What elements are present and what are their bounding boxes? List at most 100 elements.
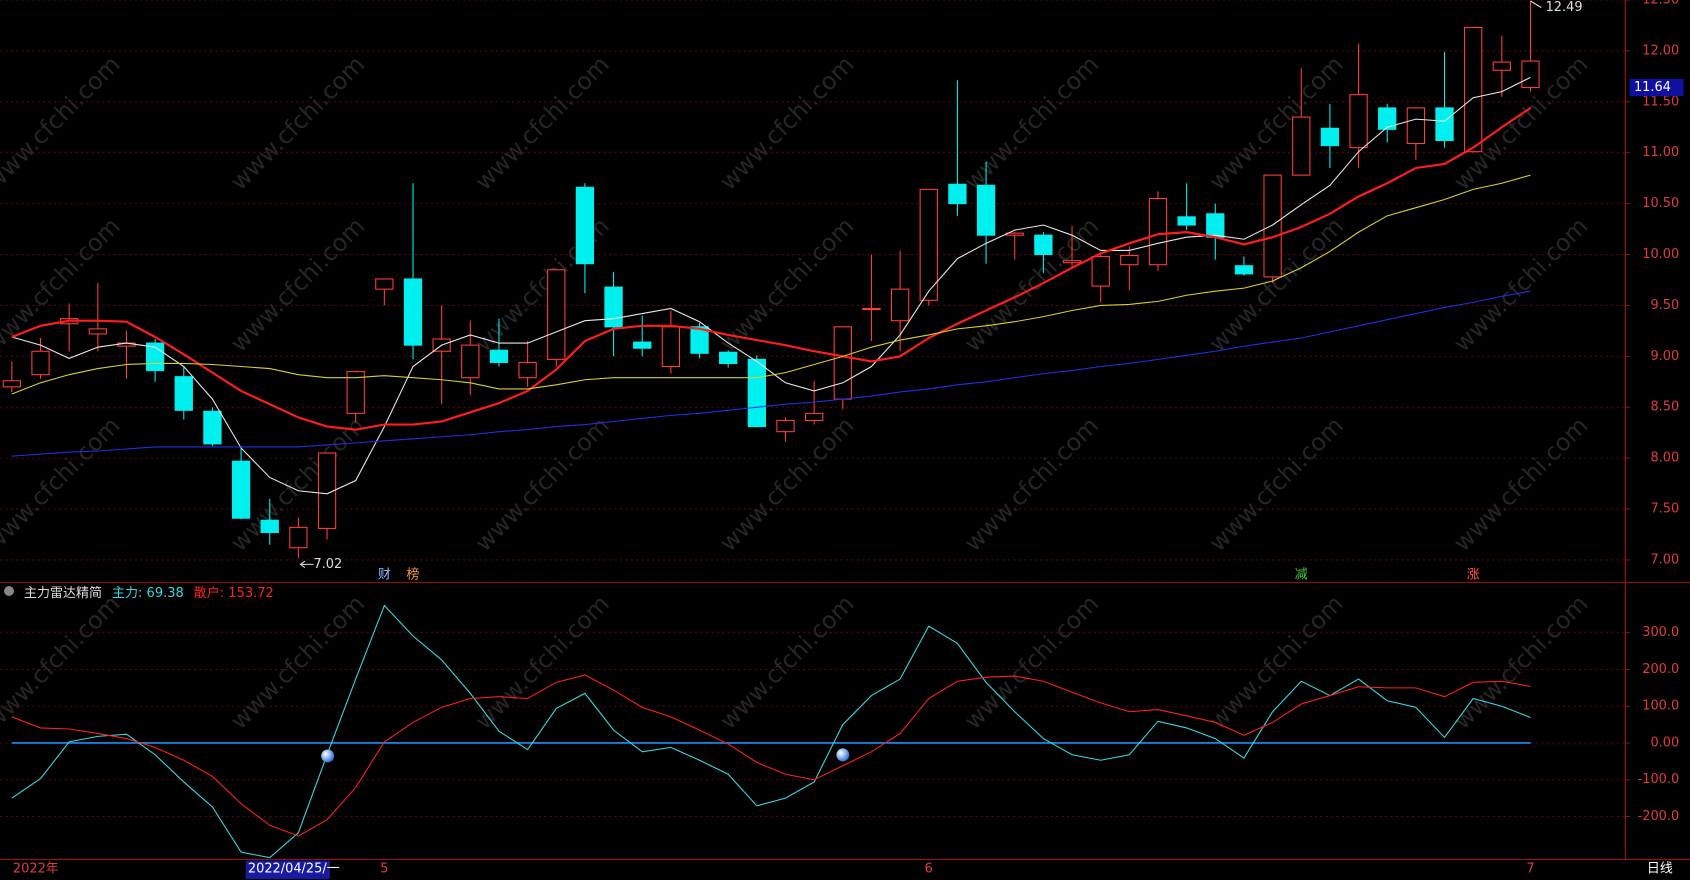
x-tick-label: 5 [380,862,388,877]
x-tick-label: 7 [1526,862,1534,877]
candle-body [976,184,996,236]
candle-body [88,328,107,335]
moving-average-line [11,174,1531,395]
y-tick-label: 0.00 [1650,735,1679,750]
watermark: www.cfchi.com [1203,411,1348,556]
candle-body [1206,213,1225,238]
watermark: www.cfchi.com [469,411,614,556]
candle-body [203,410,222,445]
candle-body [1435,107,1454,142]
x-tick-label: 6 [925,862,933,877]
last-price-box [1629,78,1684,97]
candle-body [375,278,394,290]
y-tick-label: 200.0 [1642,662,1679,677]
candle-body [919,188,938,301]
date-axis-start: 2022年 [13,862,59,877]
y-tick-label: 300.0 [1642,625,1679,640]
legend-entry: 主力69.38 [112,582,184,601]
indicator-line [11,604,1531,859]
candle-body [2,380,22,388]
watermark: www.cfchi.com [714,589,859,734]
candle-body [1263,174,1282,278]
candle-body [231,460,251,519]
watermark: www.cfchi.com [1203,589,1348,734]
moving-average-line [11,290,1531,457]
candle-body [1292,116,1311,176]
candle-body [776,419,795,433]
legend-value: 153.72 [228,585,274,601]
last-price-label: 11.64 [1634,80,1671,95]
y-tick-label: -200.0 [1638,809,1680,824]
candle-body [1062,260,1082,264]
candle-body [1492,61,1511,71]
watermark: www.cfchi.com [0,411,126,556]
candle-body [1406,107,1426,145]
cursor-date-box [245,860,330,879]
candle-body [575,186,595,265]
candle-body [1378,107,1397,130]
watermark: www.cfchi.com [0,212,126,357]
background-layer: www.cfchi.com www.cfchi.com www.cfchi.com w… [0,0,1679,824]
y-tick-label: 7.00 [1650,552,1679,567]
watermark: www.cfchi.com [1448,589,1593,734]
y-tick-label: 11.50 [1642,94,1679,109]
event-label: 榜 [407,566,420,582]
candle-body [633,341,652,349]
watermark: www.cfchi.com [959,411,1104,556]
y-tick-label: -100.0 [1638,772,1680,787]
watermark: www.cfchi.com [1448,411,1593,556]
candle-body [719,351,738,365]
indicator-title: 主力雷达精简 [24,585,103,601]
watermark: www.cfchi.com [714,50,859,195]
candle-body [1234,265,1254,275]
candle-body [518,361,537,379]
candle-body [1464,26,1483,153]
candle-body [1120,255,1139,266]
y-tick-label: 10.00 [1642,247,1679,262]
watermark: www.cfchi.com [469,50,614,195]
event-label: 财 [378,567,391,582]
signal-dot [321,749,335,763]
legend-entry: 散户153.72 [194,582,274,601]
watermark: www.cfchi.com [1448,212,1593,357]
candle-body [1148,197,1168,266]
y-tick-label: 12.00 [1642,43,1679,58]
candle-body [317,452,337,529]
candle-body [690,326,709,354]
candle-body [833,326,852,400]
legend-name: 主力 [112,586,147,601]
y-tick-label: 10.50 [1642,196,1679,211]
high-label: 12.49 [1546,0,1583,15]
candle-body [1349,94,1368,149]
candle-body [489,349,509,363]
watermark: www.cfchi.com [0,50,126,195]
candle-body [1521,60,1540,89]
candle-body [1091,256,1110,287]
indicator-icon [4,586,14,596]
y-tick-label: 7.50 [1650,502,1679,517]
watermark: www.cfchi.com [959,50,1104,195]
candle-body [31,350,50,376]
y-tick-label: 100.0 [1642,699,1679,714]
low-label: 7.02 [313,557,342,572]
candle-body [174,376,193,411]
candle-body [547,269,566,360]
candle-body [260,519,279,534]
moving-average-line [11,76,1531,495]
candle-body [1034,234,1053,256]
legend-name: 散户 [194,586,229,601]
legend-value: 69.38 [146,585,184,601]
watermark: www.cfchi.com [225,589,370,734]
candle-body [403,278,423,346]
low-arrow [299,560,314,569]
watermark: www.cfchi.com [1203,50,1348,195]
watermark: www.cfchi.com [959,589,1104,734]
candle-body [346,371,365,414]
candle-body [862,307,881,311]
indicator-line [11,674,1531,837]
watermark: www.cfchi.com [714,411,859,556]
y-tick-label: 12.50 [1642,0,1679,8]
y-tick-label: 9.50 [1650,298,1679,313]
